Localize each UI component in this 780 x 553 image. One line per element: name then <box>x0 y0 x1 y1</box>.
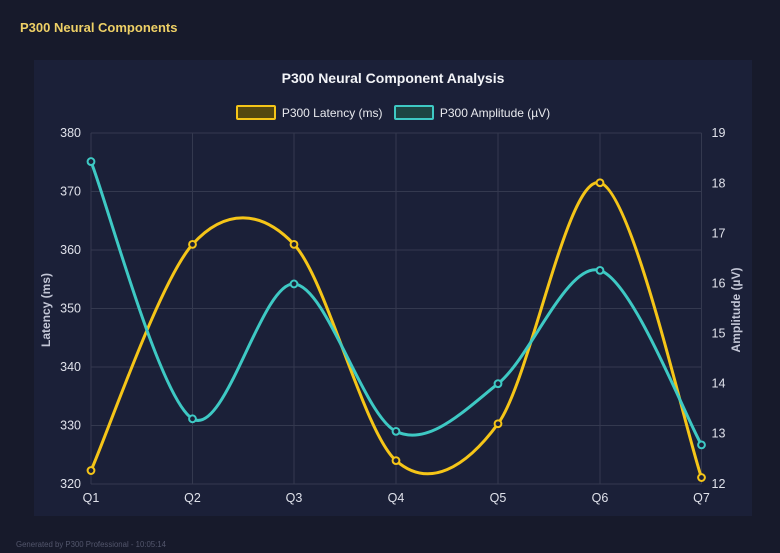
svg-text:320: 320 <box>60 477 81 491</box>
svg-text:360: 360 <box>60 243 81 257</box>
svg-text:13: 13 <box>712 427 726 441</box>
svg-text:370: 370 <box>60 185 81 199</box>
svg-text:Q3: Q3 <box>286 491 303 505</box>
svg-text:Q5: Q5 <box>490 491 507 505</box>
svg-text:Q1: Q1 <box>83 491 100 505</box>
svg-text:18: 18 <box>712 177 726 191</box>
svg-text:16: 16 <box>712 277 726 291</box>
svg-text:Q2: Q2 <box>184 491 201 505</box>
svg-text:15: 15 <box>712 327 726 341</box>
svg-text:19: 19 <box>712 126 726 140</box>
svg-text:14: 14 <box>712 377 726 391</box>
svg-text:17: 17 <box>712 227 726 241</box>
svg-text:Q4: Q4 <box>388 491 405 505</box>
svg-text:Latency (ms): Latency (ms) <box>39 273 53 347</box>
svg-text:330: 330 <box>60 419 81 433</box>
svg-text:340: 340 <box>60 360 81 374</box>
svg-text:Q7: Q7 <box>693 491 710 505</box>
svg-text:12: 12 <box>712 477 726 491</box>
svg-text:Q6: Q6 <box>592 491 609 505</box>
svg-text:Amplitude (µV): Amplitude (µV) <box>729 268 743 353</box>
svg-text:350: 350 <box>60 302 81 316</box>
svg-text:380: 380 <box>60 126 81 140</box>
